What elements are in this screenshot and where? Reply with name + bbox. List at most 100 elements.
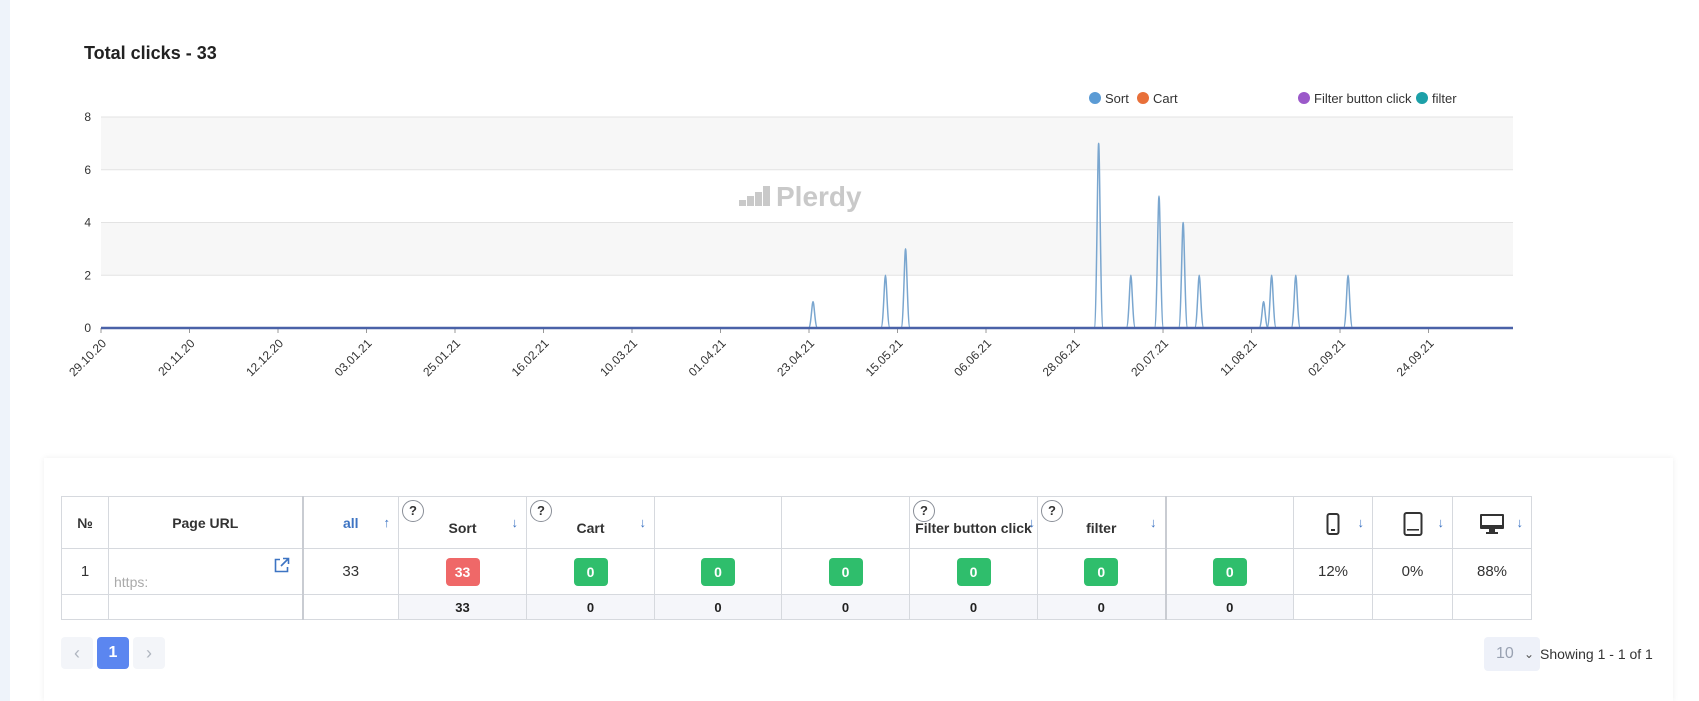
- x-tick-label: 01.04.21: [686, 336, 729, 379]
- sort-desc-icon[interactable]: ↓: [639, 515, 647, 530]
- per-page-value: 10: [1496, 645, 1514, 662]
- table-header-row: № Page URL all ↑ ? Sort ↓ ? Cart ↓ ? Fil…: [61, 496, 1532, 549]
- legend-swatch: [1298, 92, 1310, 104]
- y-tick-label: 6: [84, 163, 91, 177]
- next-page-button[interactable]: ›: [133, 637, 165, 669]
- legend-swatch: [1089, 92, 1101, 104]
- total-empty: [1372, 594, 1453, 620]
- mobile-icon: [1326, 513, 1340, 535]
- total-col5: 0: [654, 594, 782, 620]
- series-peak: [1193, 274, 1205, 329]
- chart-band: [101, 169, 1513, 223]
- series-peak: [1290, 274, 1302, 329]
- series-peak: [807, 300, 819, 329]
- sort-desc-icon[interactable]: ↓: [1357, 515, 1365, 530]
- sort-desc-icon[interactable]: ↓: [1516, 515, 1524, 530]
- clicks-chart: 0 2 4 6 8 Plerdy 29.10.20 20.11.20 12.12.20 03.01…: [66, 91, 1513, 379]
- header-filter-button-click[interactable]: ? Filter button click ↓: [909, 496, 1038, 549]
- legend-item-label: Filter button click: [1314, 91, 1412, 106]
- x-tick-label: 23.04.21: [774, 336, 817, 379]
- header-filter-label: filter: [1086, 519, 1117, 536]
- count-badge[interactable]: 0: [573, 557, 608, 586]
- header-number: №: [61, 496, 109, 549]
- total-empty: [61, 594, 109, 620]
- cell-mobile: 12%: [1293, 548, 1373, 595]
- x-tick-label: 10.03.21: [597, 336, 640, 379]
- cell-col9: 0: [1164, 548, 1294, 595]
- count-badge[interactable]: 0: [701, 557, 735, 586]
- x-tick-label: 03.01.21: [332, 336, 375, 379]
- cell-tablet: 0%: [1372, 548, 1453, 595]
- x-tick-label: 28.06.21: [1040, 336, 1083, 379]
- cell-filter: 0: [1037, 548, 1166, 595]
- x-tick-label: 29.10.20: [66, 336, 109, 379]
- total-empty: [301, 594, 399, 620]
- count-badge[interactable]: 33: [445, 557, 480, 586]
- desktop-icon: [1480, 514, 1504, 534]
- legend-item-label: Cart: [1153, 91, 1178, 106]
- header-empty-3: [1164, 496, 1294, 549]
- count-badge[interactable]: 0: [1212, 557, 1247, 586]
- header-tablet[interactable]: ↓: [1372, 496, 1453, 549]
- watermark-bar: [755, 192, 762, 206]
- header-cart[interactable]: ? Cart ↓: [526, 496, 655, 549]
- count-badge[interactable]: 0: [828, 557, 863, 586]
- y-tick-label: 2: [84, 268, 91, 282]
- x-tick-label: 16.02.21: [509, 336, 552, 379]
- cell-number: 1: [61, 548, 109, 595]
- sort-desc-icon[interactable]: ↓: [1150, 515, 1157, 530]
- cell-all: 33: [301, 548, 399, 595]
- header-empty-1: [654, 496, 782, 549]
- header-sort[interactable]: ? Sort ↓: [398, 496, 527, 549]
- sort-asc-icon[interactable]: ↑: [383, 515, 391, 530]
- watermark-bar: [747, 196, 754, 206]
- page-1-button[interactable]: 1: [97, 637, 129, 669]
- showing-text: Showing 1 - 1 of 1: [1540, 646, 1653, 662]
- cell-col5: 0: [654, 548, 782, 595]
- legend-swatch: [1416, 92, 1428, 104]
- chart-band: [101, 222, 1513, 276]
- sort-desc-icon[interactable]: ↓: [1028, 515, 1036, 530]
- sort-desc-icon[interactable]: ↓: [511, 515, 519, 530]
- x-tick-label: 06.06.21: [951, 336, 994, 379]
- help-icon[interactable]: ?: [530, 500, 552, 522]
- x-tick-label: 25.01.21: [420, 336, 463, 379]
- cell-cart: 0: [526, 548, 655, 595]
- x-tick-label: 02.09.21: [1305, 336, 1348, 379]
- header-page-url: Page URL: [108, 496, 303, 549]
- x-tick-label: 24.09.21: [1394, 336, 1437, 379]
- chart-band: [101, 117, 1513, 170]
- sort-desc-icon[interactable]: ↓: [1437, 515, 1445, 530]
- series-peak: [1258, 300, 1269, 329]
- y-tick-label: 0: [84, 321, 91, 335]
- help-icon[interactable]: ?: [1041, 500, 1063, 522]
- external-link-icon[interactable]: [273, 557, 290, 574]
- help-icon[interactable]: ?: [402, 500, 424, 522]
- help-icon[interactable]: ?: [913, 500, 935, 522]
- total-sort: 33: [398, 594, 527, 620]
- header-filter-button-label: Filter button click: [915, 519, 1032, 536]
- header-all[interactable]: all ↑: [301, 496, 399, 549]
- per-page-select[interactable]: 10 ⌄: [1484, 637, 1540, 671]
- total-empty: [108, 594, 303, 620]
- chart-band: [101, 275, 1513, 328]
- page-title: Total clicks - 33: [84, 43, 217, 63]
- header-desktop[interactable]: ↓: [1452, 496, 1532, 549]
- page-url-link[interactable]: https:: [114, 574, 149, 590]
- total-col6: 0: [781, 594, 910, 620]
- plerdy-watermark-logo: [739, 186, 770, 206]
- x-tick-label: 11.08.21: [1217, 336, 1260, 379]
- prev-page-button[interactable]: ‹: [61, 637, 93, 669]
- count-badge[interactable]: 0: [1084, 557, 1119, 586]
- legend-swatch: [1137, 92, 1149, 104]
- count-badge[interactable]: 0: [956, 557, 991, 586]
- series-peak: [1342, 274, 1354, 329]
- header-filter[interactable]: ? filter ↓: [1037, 496, 1166, 549]
- header-mobile[interactable]: ↓: [1293, 496, 1373, 549]
- series-peak: [1093, 142, 1104, 329]
- table-row: 1 https: 33 33 0 0 0 0 0 0 12% 0% 88%: [61, 548, 1532, 595]
- clicks-table: № Page URL all ↑ ? Sort ↓ ? Cart ↓ ? Fil…: [61, 496, 1532, 620]
- y-tick-label: 8: [84, 110, 91, 124]
- chevron-down-icon: ⌄: [1523, 647, 1534, 661]
- total-filter-button: 0: [909, 594, 1038, 620]
